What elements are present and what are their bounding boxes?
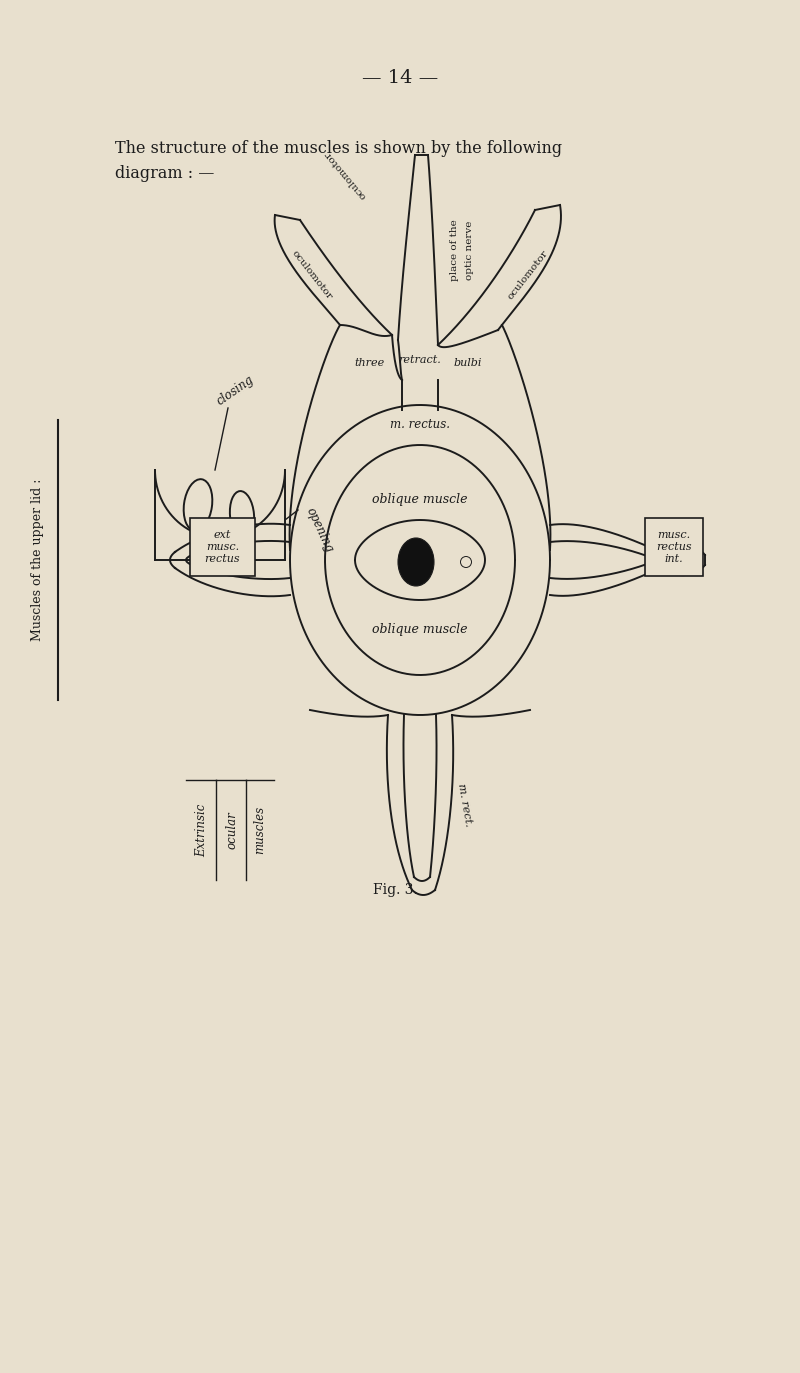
Text: oculomotor: oculomotor — [290, 249, 334, 301]
Text: three: three — [355, 358, 385, 368]
Text: optic nerve: optic nerve — [465, 220, 474, 280]
Text: m. rectus.: m. rectus. — [390, 419, 450, 431]
Bar — [645, 518, 703, 577]
Text: ocular: ocular — [226, 811, 238, 849]
Text: — 14 —: — 14 — — [362, 69, 438, 86]
Bar — [190, 518, 255, 577]
Ellipse shape — [461, 556, 471, 567]
Text: oculomotor: oculomotor — [506, 249, 550, 301]
Text: diagram : —: diagram : — — [115, 165, 214, 183]
Text: closing: closing — [214, 373, 256, 408]
Text: oblique muscle: oblique muscle — [372, 623, 468, 637]
Text: Extrinsic: Extrinsic — [195, 803, 209, 857]
Text: Muscles of the upper lid :: Muscles of the upper lid : — [31, 479, 45, 641]
Text: opening: opening — [304, 505, 336, 555]
Text: ext
musc.
rectus: ext musc. rectus — [205, 530, 240, 564]
Text: place of the: place of the — [450, 220, 459, 281]
Ellipse shape — [398, 538, 434, 586]
Text: m. rect.: m. rect. — [456, 783, 474, 828]
Text: The structure of the muscles is shown by the following: The structure of the muscles is shown by… — [115, 140, 562, 157]
Text: oblique muscle: oblique muscle — [372, 493, 468, 507]
Text: Fig. 3.: Fig. 3. — [373, 883, 418, 897]
Text: musc.
rectus
int.: musc. rectus int. — [656, 530, 692, 564]
Text: retract.: retract. — [398, 356, 442, 365]
Text: bulbi: bulbi — [454, 358, 482, 368]
Text: muscles: muscles — [254, 806, 266, 854]
Text: oculomotor: oculomotor — [322, 150, 368, 200]
